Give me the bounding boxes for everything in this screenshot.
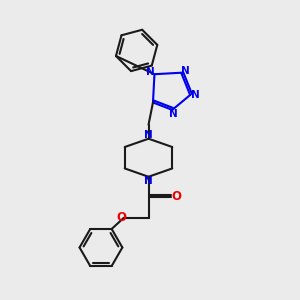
Text: N: N [144, 130, 153, 140]
Text: O: O [171, 190, 181, 203]
Text: N: N [144, 176, 153, 186]
Text: N: N [169, 109, 178, 119]
Text: O: O [116, 211, 127, 224]
Text: N: N [146, 67, 155, 77]
Text: N: N [191, 90, 200, 100]
Text: N: N [181, 66, 190, 76]
